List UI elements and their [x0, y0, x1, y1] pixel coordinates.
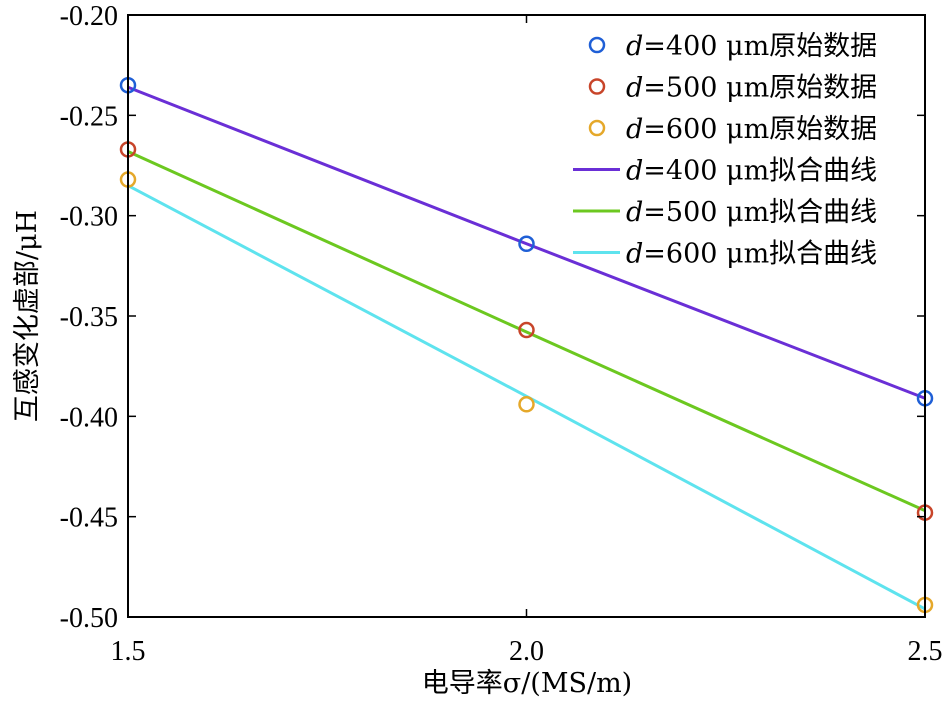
- x-tick-label: 1.5: [111, 636, 146, 667]
- data-point-series-2: [518, 321, 535, 339]
- legend-entry-label: d=400 μm拟合曲线: [626, 156, 877, 187]
- data-point-series-3: [518, 396, 535, 413]
- legend-entry-label: d=500 μm拟合曲线: [626, 197, 877, 228]
- legend-variable: d: [626, 73, 643, 104]
- legend-text: =600 μm原始数据: [643, 114, 877, 145]
- data-point-series-1: [518, 235, 535, 253]
- legend-marker: [588, 119, 606, 137]
- legend-variable: d: [626, 156, 643, 187]
- y-axis-title: 互感变化虚部/μH: [12, 210, 43, 422]
- legend-text: =600 μm拟合曲线: [643, 239, 877, 270]
- x-tick-label: 2.0: [509, 636, 544, 667]
- y-tick-label: -0.30: [60, 202, 118, 233]
- legend-text: =400 μm原始数据: [643, 31, 877, 62]
- legend-text: =400 μm拟合曲线: [643, 156, 877, 187]
- y-tick-label: -0.50: [60, 603, 118, 634]
- legend-variable: d: [626, 114, 643, 145]
- y-tick-label: -0.35: [60, 302, 118, 333]
- plot-layer: [119, 76, 934, 614]
- legend-entry-label: d=400 μm原始数据: [626, 31, 877, 62]
- y-tick-label: -0.25: [60, 101, 118, 132]
- legend-entry-label: d=600 μm原始数据: [626, 114, 877, 145]
- legend-variable: d: [626, 197, 643, 228]
- plot-frame: [127, 14, 926, 618]
- legend-text: =500 μm拟合曲线: [643, 197, 877, 228]
- y-tick-label: -0.40: [60, 402, 118, 433]
- legend-text: =500 μm原始数据: [643, 73, 877, 104]
- x-axis-title: 电导率σ/(MS/m): [422, 668, 632, 699]
- legend-variable: d: [626, 31, 643, 62]
- ticks-layer: 1.5 2.0 2.5 -0.20 -0.25 -0.30 -0.35 -0.40 -0.45 -…: [60, 1, 943, 667]
- fit-line-2: [127, 150, 926, 513]
- y-tick-label: -0.20: [60, 1, 118, 32]
- legend-entry-label: d=500 μm原始数据: [626, 73, 877, 104]
- y-tick-label: -0.45: [60, 503, 118, 534]
- legend-entry-label: d=600 μm拟合曲线: [626, 239, 877, 270]
- fit-line-1: [127, 85, 926, 400]
- legend-marker: [588, 36, 606, 54]
- x-tick-label: 2.5: [908, 636, 943, 667]
- legend-marker: [588, 78, 606, 95]
- legend-variable: d: [626, 239, 643, 270]
